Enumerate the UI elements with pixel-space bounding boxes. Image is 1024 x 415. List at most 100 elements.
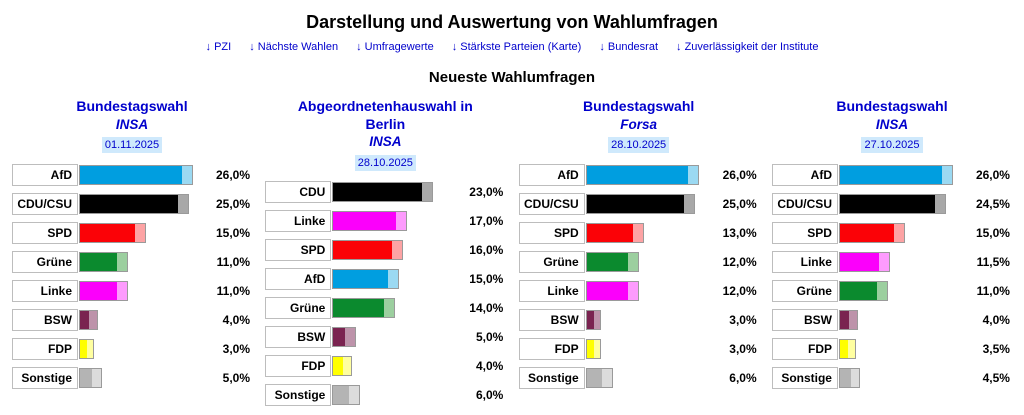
anchor-nav: ↓ PZI ↓ Nächste Wahlen ↓ Umfragewerte ↓ Stä… [0, 41, 1024, 53]
bar-track [331, 297, 459, 319]
value-label: 4,0% [222, 312, 250, 327]
poll-row: Linke 12,0% [518, 279, 759, 302]
bar-tail [387, 270, 398, 289]
party-label: Grüne [265, 297, 332, 320]
bar-main [586, 165, 689, 184]
chart-institute: INSA [369, 134, 402, 149]
nav-link-3[interactable]: ↓ Stärkste Parteien (Karte) [451, 41, 582, 53]
value-label: 6,0% [729, 370, 757, 385]
nav-link-0[interactable]: ↓ PZI [205, 41, 232, 53]
bar-tail [134, 223, 145, 242]
bar-tail [89, 310, 98, 329]
poll-chart: Abgeordnetenhauswahl in Berlin INSA 28.10.… [265, 98, 505, 413]
bar-track [838, 164, 966, 186]
chart-title: Bundestagswahl [583, 98, 695, 114]
chart-date-row: 28.10.2025 [265, 152, 505, 173]
value-label: 26,0% [215, 167, 250, 182]
poll-row: BSW 4,0% [771, 308, 1012, 331]
value-label: 26,0% [975, 167, 1010, 182]
value-label: 13,0% [722, 225, 757, 240]
value-label: 11,0% [216, 283, 250, 298]
poll-row: BSW 4,0% [12, 308, 252, 331]
bar [585, 251, 640, 272]
poll-row: FDP 3,0% [518, 337, 759, 360]
poll-row: SPD 16,0% [265, 239, 505, 262]
party-label: AfD [771, 163, 838, 186]
bar [332, 327, 356, 348]
party-label: AfD [12, 163, 78, 186]
bar [79, 338, 94, 359]
nav-link-2[interactable]: ↓ Umfragewerte [356, 41, 434, 53]
poll-row: BSW 3,0% [518, 308, 759, 331]
value-label: 25,0% [722, 196, 757, 211]
bar-track [78, 222, 206, 244]
party-label: Sonstige [265, 384, 332, 407]
chart-header: Abgeordnetenhauswahl in Berlin INSA 28.10.… [265, 98, 505, 172]
bar-track [585, 222, 713, 244]
poll-row: Grüne 12,0% [518, 250, 759, 273]
poll-row: SPD 13,0% [518, 221, 759, 244]
bar-track [331, 268, 459, 290]
bar-main [80, 223, 135, 242]
chart-institute: INSA [115, 116, 149, 132]
bar [79, 222, 146, 243]
poll-row: CDU 23,0% [265, 181, 505, 204]
bar-main [333, 386, 350, 405]
bar [838, 251, 891, 272]
bar [838, 222, 906, 243]
bar-main [839, 223, 895, 242]
bar-main [333, 183, 423, 202]
value-label: 16,0% [469, 243, 504, 258]
value-label: 3,5% [982, 341, 1010, 356]
bar-main [586, 281, 629, 300]
poll-row: Grüne 14,0% [265, 297, 505, 320]
nav-link-1[interactable]: ↓ Nächste Wahlen [249, 41, 339, 53]
value-label: 4,5% [982, 370, 1010, 385]
bar [838, 193, 947, 214]
bar-tail [628, 252, 639, 271]
bar-track [331, 181, 459, 203]
party-label: Sonstige [771, 366, 838, 389]
bar [585, 280, 640, 301]
chart-header: Bundestagswahl INSA 27.10.2025 [772, 98, 1012, 155]
bar-tail [593, 310, 600, 329]
value-label: 3,0% [729, 341, 757, 356]
bar-track [838, 222, 966, 244]
bar-track [331, 355, 459, 377]
nav-link-4[interactable]: ↓ Bundesrat [599, 41, 659, 53]
chart-institute: INSA [875, 116, 909, 132]
bar-track [838, 280, 966, 302]
bar [838, 367, 861, 388]
bar-main [586, 368, 603, 387]
poll-row: Sonstige 6,0% [518, 366, 759, 389]
bar-main [839, 252, 880, 271]
bar [332, 356, 352, 377]
bar-tail [422, 183, 433, 202]
bar-track [585, 251, 713, 273]
party-label: BSW [265, 326, 332, 349]
bar-tail [177, 194, 188, 213]
bar-track [585, 280, 713, 302]
chart-title: Bundestagswahl [76, 98, 188, 114]
poll-row: Linke 11,5% [771, 250, 1012, 273]
bar-track [78, 280, 206, 302]
section-title: Neueste Wahlumfragen [428, 69, 596, 86]
bar-main [80, 194, 178, 213]
bar [585, 193, 696, 214]
bar [79, 309, 99, 330]
bar-tail [941, 165, 952, 184]
poll-row: Linke 11,0% [12, 279, 252, 302]
bar-track [331, 210, 459, 232]
bar-tail [342, 357, 351, 376]
party-label: BSW [518, 308, 585, 331]
chart-date: 01.11.2025 [101, 137, 163, 154]
bar-main [80, 310, 90, 329]
party-label: Linke [265, 210, 332, 233]
bar-tail [848, 339, 856, 358]
bar-main [839, 281, 878, 300]
value-label: 11,0% [976, 283, 1010, 298]
bar-main [333, 299, 384, 318]
bar-track [838, 193, 966, 215]
bar-tail [91, 368, 102, 387]
nav-link-5[interactable]: ↓ Zuverlässigkeit der Institute [676, 41, 819, 53]
